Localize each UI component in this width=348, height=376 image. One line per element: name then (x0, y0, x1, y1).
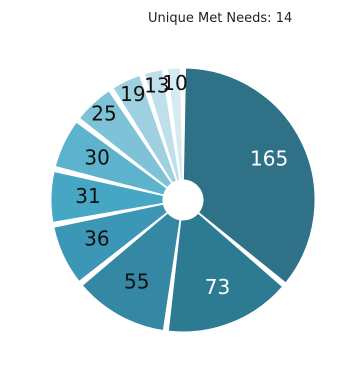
pie-slice-25 (78, 90, 173, 189)
pie-slice-13 (143, 69, 181, 182)
slice-label-55: 55 (124, 270, 149, 294)
pie-slice-73 (167, 212, 284, 333)
pie-slice-10 (166, 67, 184, 181)
slice-label-30: 30 (84, 146, 109, 170)
slice-label-19: 19 (120, 82, 145, 106)
slice-label-165: 165 (250, 146, 288, 170)
pie-slice-31 (50, 170, 165, 223)
slice-label-31: 31 (75, 184, 100, 208)
slice-label-73: 73 (205, 275, 230, 299)
slice-label-13: 13 (144, 73, 169, 97)
pie-slice-19 (112, 74, 178, 184)
pie-slice-165 (182, 67, 316, 284)
slice-label-10: 10 (162, 71, 187, 95)
chart-title: Unique Met Needs: 14 (148, 11, 293, 26)
pie-slice-30 (54, 121, 168, 196)
slice-label-25: 25 (91, 102, 116, 126)
pie-slice-55 (81, 212, 181, 332)
pie-slice-36 (53, 203, 168, 283)
slice-label-36: 36 (84, 227, 109, 251)
